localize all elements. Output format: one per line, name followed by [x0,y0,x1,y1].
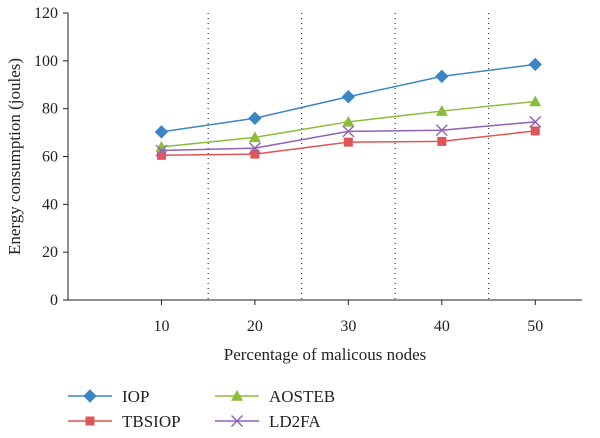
y-axis-title: Energy consumption (joules) [5,58,24,255]
x-marker-stroke [155,144,168,157]
legend-item-tbsiop: TBSIOP [68,412,181,431]
x-marker-stroke [231,415,243,427]
legend-item-ld2fa: LD2FA [215,412,321,431]
legend-marker-tbsiop [85,416,95,426]
data-point-aosteb [342,115,355,127]
data-point-iop [341,90,356,104]
x-marker-stroke [529,115,542,128]
legend-marker-ld2fa [231,415,243,427]
series-layer [154,57,542,160]
data-point-tbsiop [250,149,260,159]
data-point-aosteb [248,131,261,143]
x-tick-label: 30 [340,318,356,335]
data-point-ld2fa [342,125,355,138]
x-tick-label: 50 [527,318,543,335]
x-marker-stroke [248,142,261,155]
legend-label-aosteb: AOSTEB [269,387,335,406]
x-marker-stroke [342,125,355,138]
x-tick-label: 40 [434,318,450,335]
data-point-iop [435,69,449,84]
legend-marker-aosteb [231,390,243,401]
series-ld2fa [155,115,542,157]
y-tick-label: 120 [34,5,58,22]
data-point-tbsiop [156,150,166,160]
legend-label-iop: IOP [122,387,149,406]
series-aosteb [155,95,542,152]
data-point-ld2fa [435,124,448,137]
legend-marker-iop [83,389,97,403]
data-point-tbsiop [343,137,353,147]
data-point-ld2fa [155,144,168,157]
data-point-iop [248,111,262,125]
axes: 0 20 40 60 80 100 120 10 20 30 40 50 [34,5,582,335]
y-tick-label: 40 [42,196,58,213]
data-point-ld2fa [248,142,261,155]
y-tick-label: 20 [42,244,58,261]
y-tick-label: 80 [42,101,58,118]
legend: IOP TBSIOP AOSTEB LD2FA [68,387,335,431]
x-tick-label: 10 [153,318,169,335]
data-point-iop [154,125,169,139]
data-point-aosteb [435,105,448,116]
data-point-iop [528,57,542,72]
data-point-ld2fa [529,115,542,128]
x-tick-label: 20 [247,318,263,335]
legend-item-iop: IOP [68,387,149,406]
grid-lines [207,13,490,300]
y-tick-label: 0 [50,292,58,309]
y-tick-label: 60 [42,149,58,166]
y-tick-label: 100 [34,53,58,70]
legend-item-aosteb: AOSTEB [215,387,335,406]
data-point-tbsiop [530,126,540,136]
legend-label-ld2fa: LD2FA [269,412,321,431]
data-point-aosteb [155,140,168,152]
data-point-tbsiop [437,136,447,146]
x-axis-title: Percentage of malicous nodes [224,345,427,364]
series-iop [154,57,542,139]
x-marker-stroke [435,124,448,137]
data-point-aosteb [529,95,542,107]
series-tbsiop [156,126,540,160]
legend-label-tbsiop: TBSIOP [122,412,181,431]
